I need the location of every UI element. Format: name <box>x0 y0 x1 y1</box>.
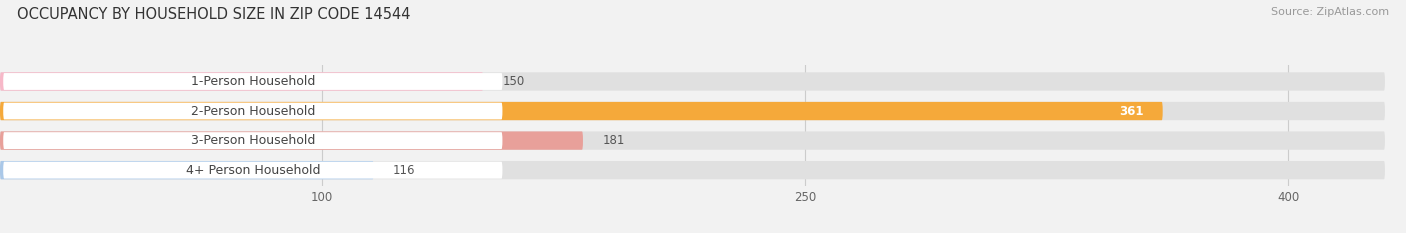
Text: 4+ Person Household: 4+ Person Household <box>186 164 321 177</box>
FancyBboxPatch shape <box>3 162 502 178</box>
FancyBboxPatch shape <box>0 72 1385 91</box>
Text: 150: 150 <box>502 75 524 88</box>
Text: 181: 181 <box>602 134 624 147</box>
FancyBboxPatch shape <box>0 102 1385 120</box>
FancyBboxPatch shape <box>0 161 374 179</box>
FancyBboxPatch shape <box>0 131 1385 150</box>
FancyBboxPatch shape <box>3 132 502 149</box>
Text: 3-Person Household: 3-Person Household <box>191 134 315 147</box>
FancyBboxPatch shape <box>0 131 583 150</box>
Text: Source: ZipAtlas.com: Source: ZipAtlas.com <box>1271 7 1389 17</box>
Text: OCCUPANCY BY HOUSEHOLD SIZE IN ZIP CODE 14544: OCCUPANCY BY HOUSEHOLD SIZE IN ZIP CODE … <box>17 7 411 22</box>
Text: 361: 361 <box>1119 105 1143 117</box>
FancyBboxPatch shape <box>0 72 484 91</box>
FancyBboxPatch shape <box>0 102 1163 120</box>
Text: 116: 116 <box>392 164 415 177</box>
FancyBboxPatch shape <box>0 161 1385 179</box>
FancyBboxPatch shape <box>3 73 502 90</box>
FancyBboxPatch shape <box>3 103 502 120</box>
Text: 2-Person Household: 2-Person Household <box>191 105 315 117</box>
Text: 1-Person Household: 1-Person Household <box>191 75 315 88</box>
